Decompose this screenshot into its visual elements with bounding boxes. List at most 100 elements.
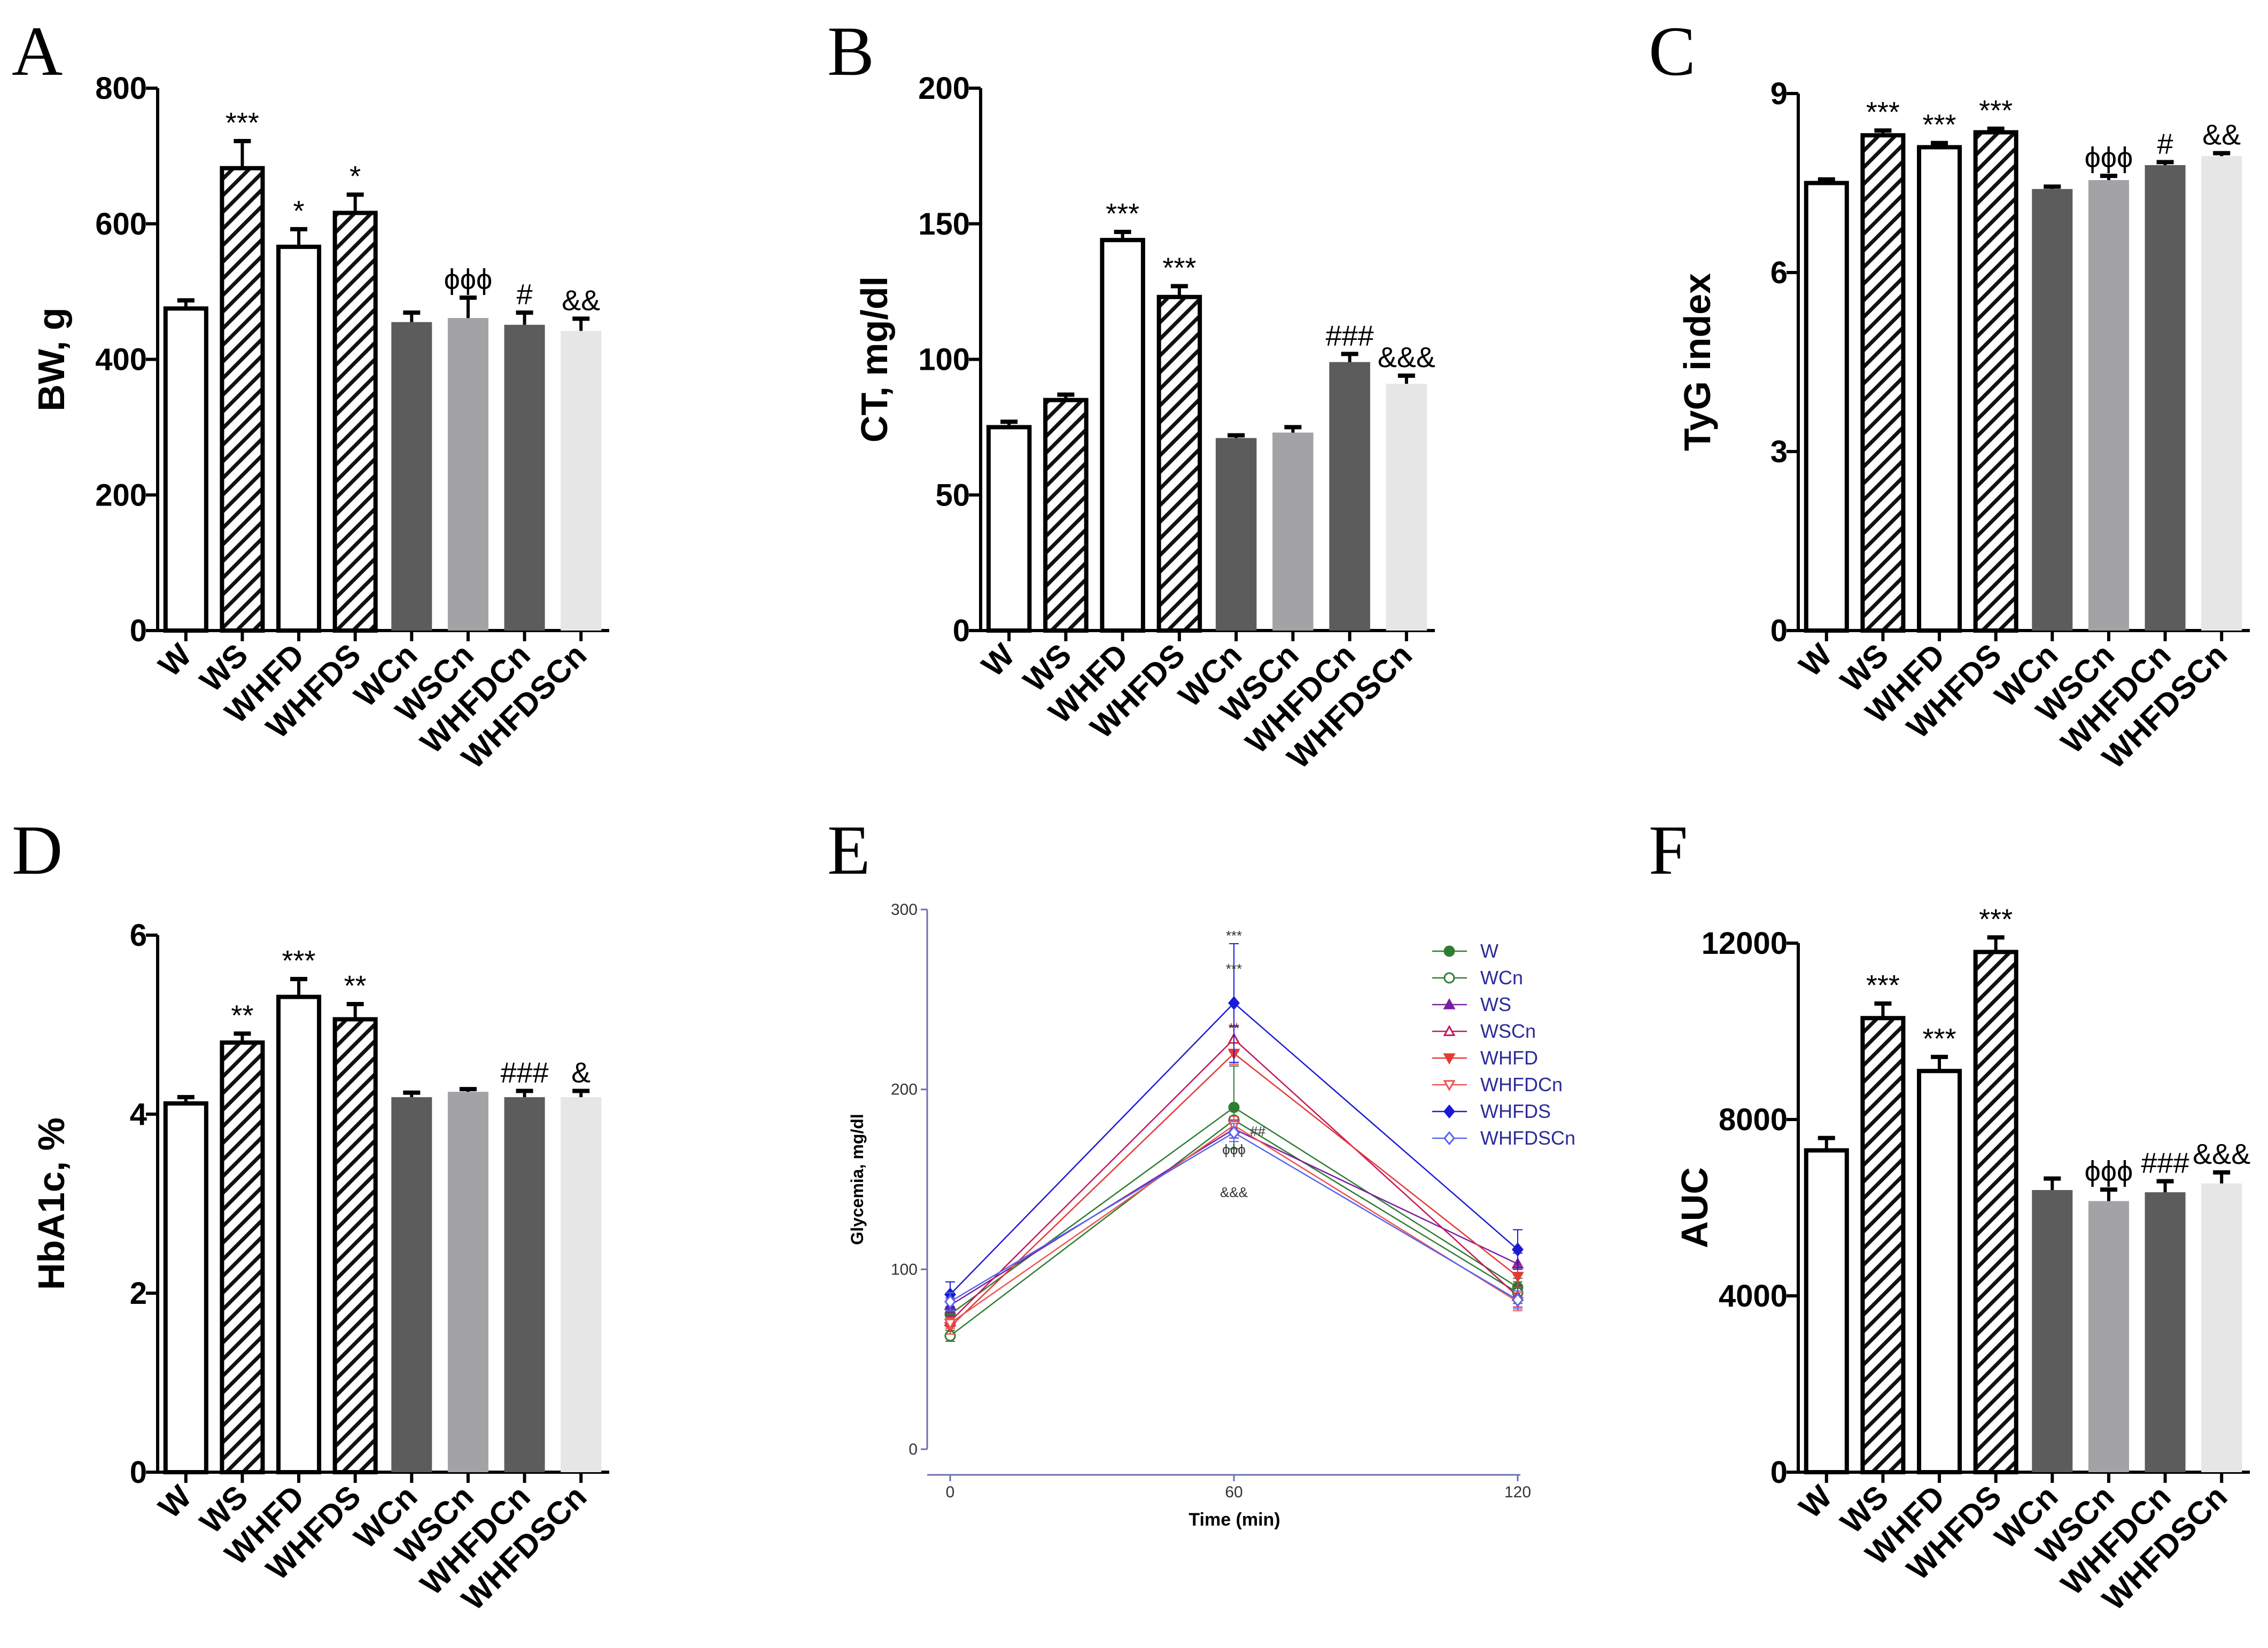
bar-wcn bbox=[391, 1097, 432, 1472]
y-tick-label: 150 bbox=[918, 207, 970, 242]
significance-annotation: &&& bbox=[1220, 1184, 1248, 1200]
panel-letter: C bbox=[1649, 12, 1696, 90]
panel-f: F04000800012000AUCW***WS***WHFD***WHFDSW… bbox=[1649, 811, 2250, 1617]
significance-label-whfd: *** bbox=[1923, 109, 1956, 141]
bar-whfdcn bbox=[504, 324, 545, 631]
bar-w bbox=[1804, 181, 1849, 633]
y-tick-label: 200 bbox=[918, 71, 970, 106]
bar-whfdscn bbox=[2201, 1183, 2242, 1472]
x-tick-label-w: W bbox=[1792, 637, 1839, 684]
y-tick-label: 300 bbox=[891, 901, 918, 919]
significance-label-whfds: *** bbox=[1979, 903, 2013, 935]
y-tick-label: 200 bbox=[95, 478, 147, 512]
y-tick-label: 600 bbox=[95, 207, 147, 242]
y-axis-label: Glycemia, mg/dl bbox=[848, 1114, 867, 1245]
significance-label-ws: *** bbox=[226, 107, 259, 139]
bar-whfd bbox=[1917, 1069, 1962, 1474]
y-tick-label: 100 bbox=[891, 1261, 918, 1278]
y-tick-label: 50 bbox=[935, 478, 970, 512]
significance-label-whfdcn: ### bbox=[2141, 1147, 2189, 1179]
bar-whfdscn bbox=[1386, 384, 1427, 631]
y-tick-label: 6 bbox=[130, 918, 147, 953]
bar-w bbox=[1804, 1148, 1849, 1474]
y-tick-label: 0 bbox=[908, 1441, 918, 1458]
bar-whfds bbox=[1973, 130, 2018, 633]
y-tick-label: 0 bbox=[1770, 613, 1788, 648]
legend-marker bbox=[1443, 945, 1455, 957]
y-tick-label: 2 bbox=[130, 1276, 147, 1311]
bar-whfd bbox=[276, 994, 322, 1474]
legend-marker bbox=[1443, 1080, 1456, 1092]
data-point-whfdcn bbox=[944, 1318, 957, 1330]
bar-wcn bbox=[2032, 189, 2073, 631]
bar-whfdscn bbox=[561, 331, 602, 631]
bar-wscn bbox=[447, 1092, 488, 1472]
legend-marker bbox=[1443, 1024, 1456, 1036]
bar-whfdcn bbox=[2145, 1192, 2186, 1472]
significance-label-whfds: *** bbox=[1162, 252, 1196, 284]
legend-entry-whfdscn: WHFDSCn bbox=[1432, 1127, 1575, 1149]
legend-marker bbox=[1443, 998, 1456, 1009]
y-tick-label: 400 bbox=[95, 343, 147, 377]
significance-label-ws: *** bbox=[1866, 969, 1900, 1001]
legend-entry-w: W bbox=[1432, 940, 1498, 962]
panel-letter: E bbox=[827, 811, 871, 889]
panel-e: E 0 100 200 300 0 60 120 Time (min) Glycemia, mg/… bbox=[827, 811, 1575, 1530]
legend-entry-whfdcn: WHFDCn bbox=[1432, 1074, 1563, 1095]
significance-label-ws: ** bbox=[231, 999, 253, 1031]
significance-label-whfdcn: # bbox=[2157, 128, 2173, 160]
significance-annotation: ** bbox=[1229, 1020, 1239, 1036]
bar-whfds bbox=[332, 211, 378, 633]
bar-whfdcn bbox=[2145, 165, 2186, 631]
data-point-whfdscn bbox=[1512, 1293, 1524, 1307]
legend-marker bbox=[1443, 1131, 1455, 1146]
bar-wscn bbox=[2088, 1201, 2129, 1472]
bar-wcn bbox=[2032, 1190, 2073, 1472]
legend-entry-ws: WS bbox=[1432, 993, 1511, 1015]
bar-whfdcn bbox=[504, 1097, 545, 1472]
bar-whfd bbox=[1917, 145, 1962, 633]
y-axis-label: HbA1c, % bbox=[30, 1117, 72, 1290]
bar-whfds bbox=[332, 1017, 378, 1474]
data-point-whfds bbox=[1512, 1242, 1524, 1257]
panel-letter: D bbox=[12, 811, 63, 889]
legend-label: WSCn bbox=[1480, 1020, 1536, 1042]
y-tick-label: 9 bbox=[1770, 76, 1788, 111]
legend-label: WHFD bbox=[1480, 1047, 1538, 1069]
panel-letter: B bbox=[827, 12, 874, 90]
legend-label: WHFDCn bbox=[1480, 1074, 1563, 1095]
significance-annotation: ## bbox=[1250, 1123, 1265, 1139]
y-tick-label: 0 bbox=[130, 1455, 147, 1490]
significance-label-whfds: * bbox=[349, 160, 361, 192]
legend-entry-whfds: WHFDS bbox=[1432, 1100, 1551, 1122]
bar-wcn bbox=[391, 322, 432, 631]
y-tick-label: 4000 bbox=[1719, 1279, 1788, 1313]
y-tick-label: 0 bbox=[1770, 1455, 1788, 1490]
panel-letter: A bbox=[12, 12, 63, 90]
bar-whfds bbox=[1156, 294, 1202, 633]
significance-label-whfdscn: && bbox=[562, 284, 600, 316]
series-line-whfdscn bbox=[950, 1132, 1518, 1303]
significance-label-whfdcn: ### bbox=[1326, 320, 1374, 352]
significance-label-wscn: ϕϕϕ bbox=[2085, 1155, 2133, 1187]
x-tick-label-w: W bbox=[1792, 1479, 1839, 1526]
legend-label: WHFDS bbox=[1480, 1100, 1551, 1122]
significance-label-whfdscn: &&& bbox=[1378, 341, 1435, 374]
y-tick-label: 200 bbox=[891, 1081, 918, 1099]
legend-marker bbox=[1443, 972, 1455, 984]
significance-label-whfds: ** bbox=[344, 970, 367, 1002]
y-tick-label: 0 bbox=[953, 613, 970, 648]
bar-wscn bbox=[447, 318, 488, 631]
significance-label-whfds: *** bbox=[1979, 95, 2013, 127]
bar-wscn bbox=[1272, 432, 1314, 631]
y-tick-label: 4 bbox=[130, 1097, 147, 1132]
bar-whfdcn bbox=[1329, 362, 1370, 631]
legend-label: WCn bbox=[1480, 967, 1523, 989]
legend-label: W bbox=[1480, 940, 1498, 962]
significance-label-wscn: ϕϕϕ bbox=[444, 263, 493, 296]
significance-label-ws: *** bbox=[1866, 96, 1900, 128]
x-tick-label: 60 bbox=[1225, 1483, 1242, 1501]
